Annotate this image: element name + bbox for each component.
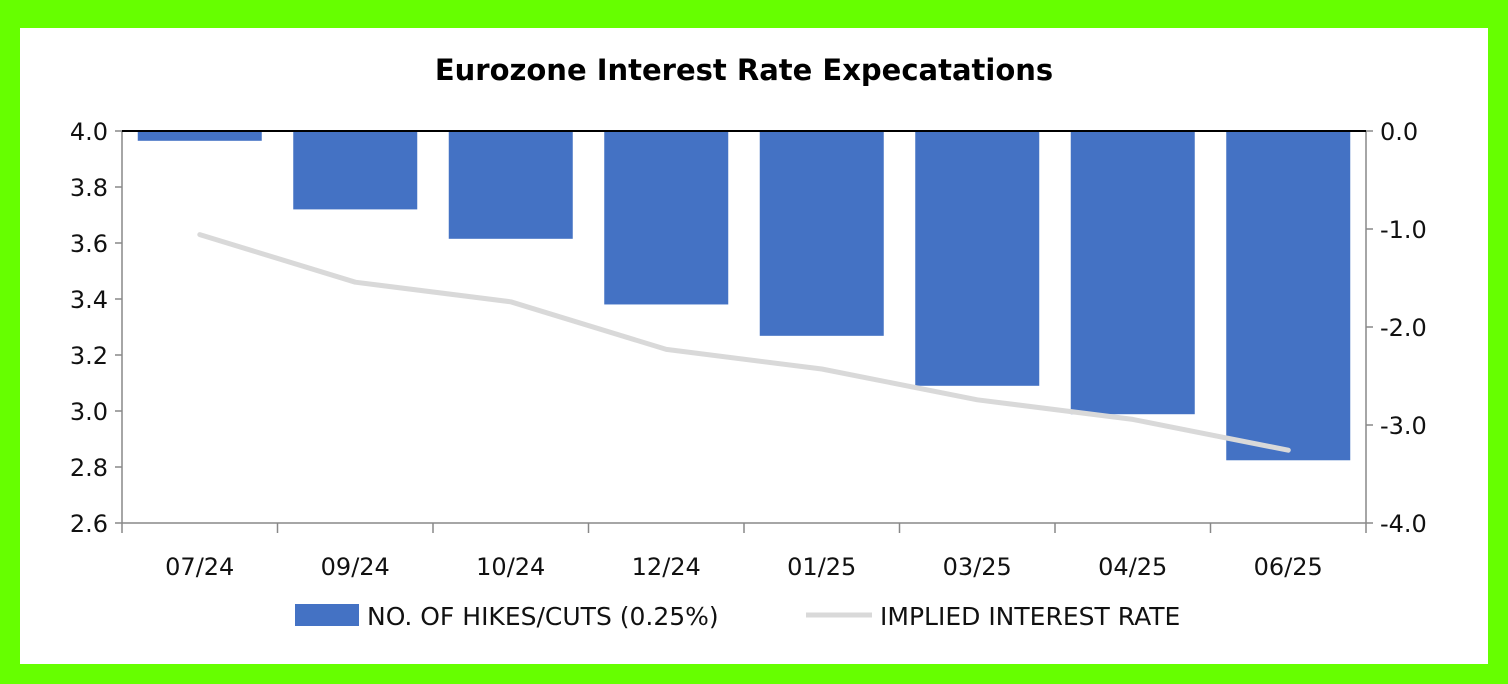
left-tick-label: 3.0 (70, 398, 108, 426)
bar-04-25 (1070, 131, 1195, 415)
implied-rate-line (197, 232, 1291, 453)
right-tick-label: 0.0 (1380, 118, 1418, 146)
left-tick-label: 4.0 (70, 118, 108, 146)
bar-09-24 (293, 131, 418, 210)
left-tick-label: 3.2 (70, 342, 108, 370)
chart-title: Eurozone Interest Rate Expecatations (435, 53, 1053, 87)
category-label: 12/24 (632, 553, 701, 581)
right-tick-label: -2.0 (1380, 314, 1427, 342)
left-tick-label: 2.8 (70, 454, 108, 482)
category-label: 10/24 (476, 553, 545, 581)
legend: NO. OF HIKES/CUTS (0.25%) IMPLIED INTERE… (295, 602, 1180, 631)
right-tick-label: -4.0 (1380, 510, 1427, 538)
category-label: 09/24 (321, 553, 390, 581)
bar-10-24 (448, 131, 573, 239)
category-label: 07/24 (165, 553, 234, 581)
labels-layer: 2.6 2.8 3.0 3.2 3.4 3.6 3.8 4.0 -4.0 -3.0 -2.0 -1.0… (70, 118, 1427, 581)
category-label: 06/25 (1254, 553, 1323, 581)
chart-svg: Eurozone Interest Rate Expecatations 2.6… (70, 53, 1427, 631)
bars-layer (137, 131, 1351, 461)
line-layer (197, 232, 1291, 453)
bar-07-24 (137, 131, 262, 141)
axes-layer (115, 130, 1373, 533)
left-tick-label: 3.6 (70, 230, 108, 258)
bar-06-25 (1226, 131, 1351, 461)
legend-line-label: IMPLIED INTEREST RATE (880, 602, 1180, 631)
left-tick-label: 3.8 (70, 174, 108, 202)
category-label: 03/25 (943, 553, 1012, 581)
legend-bar-label: NO. OF HIKES/CUTS (0.25%) (367, 602, 719, 631)
bar-03-25 (915, 131, 1040, 386)
right-tick-label: -1.0 (1380, 216, 1427, 244)
left-tick-label: 3.4 (70, 286, 108, 314)
chart-panel: Eurozone Interest Rate Expecatations 2.6… (20, 28, 1488, 664)
right-tick-label: -3.0 (1380, 412, 1427, 440)
left-tick-label: 2.6 (70, 510, 108, 538)
bar-12-24 (604, 131, 729, 305)
bar-01-25 (759, 131, 884, 336)
category-label: 04/25 (1098, 553, 1167, 581)
category-label: 01/25 (787, 553, 856, 581)
legend-bar-swatch (295, 604, 359, 626)
